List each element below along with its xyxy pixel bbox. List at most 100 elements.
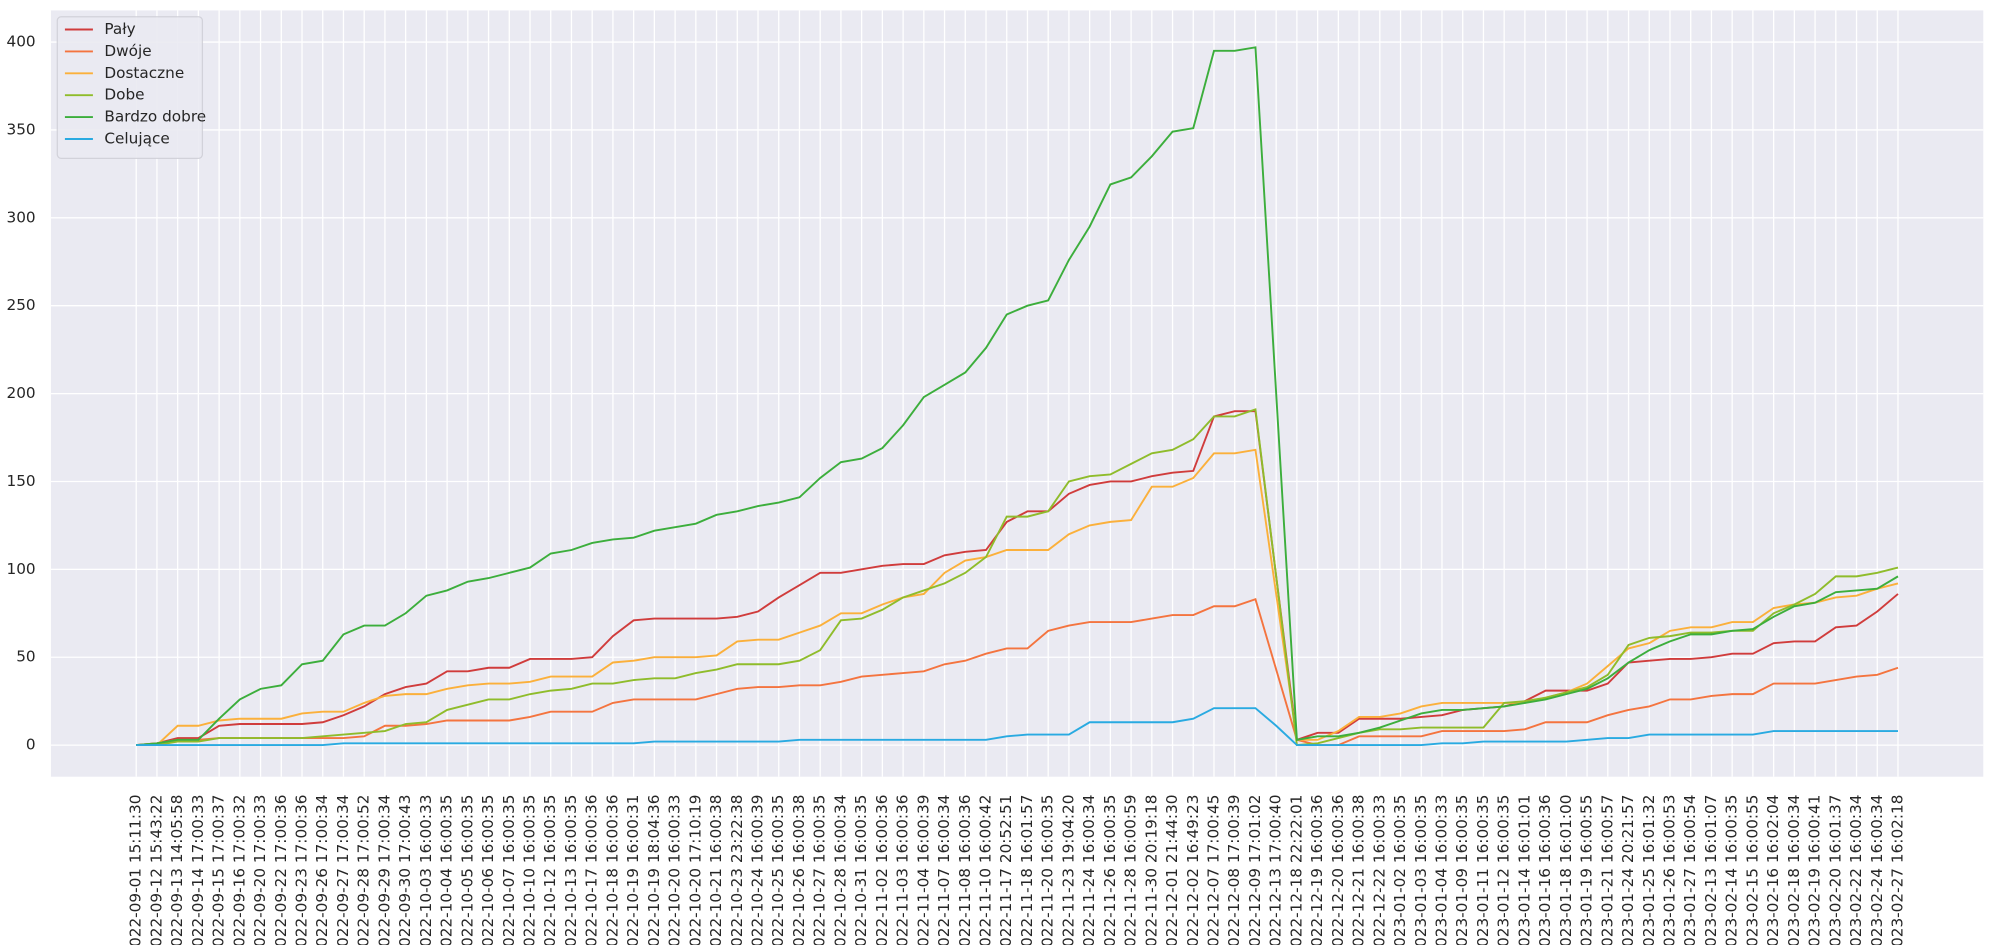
x-tick-label: 2022-10-24 16:00:39 [749, 795, 767, 945]
x-tick-label: 2022-12-07 17:00:45 [1204, 795, 1222, 945]
x-tick-label: 2022-10-07 16:00:35 [500, 795, 518, 945]
x-tick-label: 2023-02-16 16:02:04 [1764, 795, 1782, 945]
line-series [136, 597, 1899, 747]
x-tick-label: 2022-12-22 16:00:33 [1370, 795, 1388, 945]
x-tick-label: 2022-09-22 17:00:36 [272, 795, 290, 945]
x-tick-label: 2022-11-10 16:00:42 [977, 795, 995, 945]
x-tick-label: 2022-09-20 17:00:33 [251, 795, 269, 945]
x-tick-label: 2023-01-18 16:01:00 [1557, 795, 1575, 945]
x-tick-label: 2022-11-23 19:04:20 [1059, 795, 1077, 945]
x-tick-label: 2022-10-06 16:00:35 [479, 795, 497, 945]
x-tick-label: 2023-02-24 16:00:34 [1868, 795, 1886, 945]
x-tick-label: 2023-02-13 16:01:07 [1702, 795, 1720, 945]
x-tick-label: 2023-01-03 16:00:35 [1412, 795, 1430, 945]
x-tick-label: 2022-11-17 20:52:51 [997, 795, 1015, 945]
y-tick-label: 250 [7, 296, 36, 314]
x-tick-label: 2022-11-02 16:00:36 [873, 795, 891, 945]
x-tick-label: 2022-11-20 16:00:35 [1039, 795, 1057, 945]
x-tick-label: 2022-09-27 17:00:34 [334, 795, 352, 945]
x-tick-label: 2023-01-26 16:00:53 [1660, 795, 1678, 945]
legend-label: Dostaczne [104, 64, 184, 82]
line-series [136, 408, 1899, 747]
x-tick-label: 2023-02-19 16:00:41 [1806, 795, 1824, 945]
y-tick-label: 50 [16, 648, 35, 666]
x-tick-label: 2023-01-14 16:01:01 [1515, 795, 1533, 945]
x-tick-label: 2022-10-05 16:00:35 [458, 795, 476, 945]
x-tick-label: 2022-11-26 16:00:35 [1101, 795, 1119, 945]
x-tick-label: 2022-10-19 16:00:31 [624, 795, 642, 945]
x-tick-label: 2022-10-13 16:00:35 [562, 795, 580, 945]
x-tick-label: 2023-01-19 16:00:55 [1578, 795, 1596, 945]
x-tick-label: 2022-11-30 20:19:18 [1142, 795, 1160, 945]
x-tick-label: 2022-12-08 17:00:39 [1225, 795, 1243, 945]
legend-label: Dwóje [104, 42, 151, 60]
x-tick-label: 2022-12-13 17:00:40 [1267, 795, 1285, 945]
x-tick-label: 2023-01-11 16:00:35 [1474, 795, 1492, 945]
x-tick-label: 2022-09-13 14:05:58 [168, 795, 186, 945]
y-tick-label: 150 [7, 472, 36, 490]
x-tick-label: 2022-09-26 17:00:34 [313, 795, 331, 945]
y-tick-label: 200 [7, 384, 36, 402]
line-series [136, 448, 1899, 747]
x-tick-label: 2022-11-04 16:00:39 [914, 795, 932, 945]
y-tick-label: 350 [7, 120, 36, 138]
x-tick-label: 2023-02-20 16:01:37 [1826, 795, 1844, 945]
x-tick-label: 2022-12-20 16:00:36 [1329, 795, 1347, 945]
x-tick-label: 2022-10-27 16:00:35 [811, 795, 829, 945]
legend-label: Pały [104, 20, 135, 38]
legend-label: Bardzo dobre [104, 108, 206, 126]
x-tick-label: 2023-01-04 16:00:33 [1432, 795, 1450, 945]
x-tick-label: 2022-09-23 17:00:36 [293, 795, 311, 945]
legend-label: Dobe [104, 86, 144, 104]
legend-label: Celujące [104, 129, 169, 147]
x-tick-label: 2022-10-20 17:10:19 [686, 795, 704, 945]
x-tick-label: 2022-11-18 16:01:57 [1018, 795, 1036, 945]
x-tick-label: 2022-09-14 17:00:33 [189, 795, 207, 945]
x-tick-label: 2022-09-12 15:43:22 [147, 795, 165, 945]
x-tick-label: 2022-11-03 16:00:36 [894, 795, 912, 945]
x-tick-label: 2023-01-02 16:00:35 [1391, 795, 1409, 945]
legend: Pały Dwóje Dostaczne Dobe Bardzo dobre Celują… [56, 16, 206, 159]
y-tick-label: 0 [26, 736, 36, 754]
x-tick-label: 2023-02-14 16:00:35 [1723, 795, 1741, 945]
x-tick-label: 2023-01-27 16:00:54 [1681, 795, 1699, 945]
x-tick-label: 2023-02-18 16:00:34 [1785, 795, 1803, 945]
x-tick-label: 2022-10-25 16:00:35 [769, 795, 787, 945]
x-tick-label: 2023-02-15 16:00:55 [1743, 795, 1761, 945]
y-tick-label: 400 [7, 33, 36, 51]
x-tick-label: 2022-10-18 16:00:36 [603, 795, 621, 945]
x-tick-label: 2022-11-28 16:00:59 [1122, 795, 1140, 945]
x-tick-label: 2022-12-01 21:44:30 [1163, 795, 1181, 945]
x-tick-label: 2023-01-12 16:00:35 [1495, 795, 1513, 945]
x-tick-label: 2023-01-24 20:21:57 [1619, 795, 1637, 945]
x-tick-label: 2022-10-19 18:04:36 [645, 795, 663, 945]
x-tick-label: 2022-09-28 17:00:52 [355, 795, 373, 945]
x-tick-label: 2023-01-16 16:00:36 [1536, 795, 1554, 945]
x-tick-label: 2022-11-08 16:00:36 [956, 795, 974, 945]
x-tick-label: 2022-09-16 17:00:32 [230, 795, 248, 945]
x-tick-label: 2022-12-19 16:00:36 [1308, 795, 1326, 945]
x-tick-label: 2023-02-22 16:00:34 [1847, 795, 1865, 945]
legend-box [56, 16, 204, 159]
x-tick-label: 2022-10-31 16:00:35 [852, 795, 870, 945]
line-series [136, 46, 1899, 747]
x-tick-label: 2023-01-21 16:00:57 [1598, 795, 1616, 945]
line-series [136, 707, 1898, 747]
x-tick-label: 2023-01-25 16:01:32 [1640, 795, 1658, 945]
x-tick-label: 2022-10-23 23:22:38 [728, 795, 746, 945]
y-tick-label: 100 [7, 560, 36, 578]
x-tick-label: 2022-10-17 16:00:36 [583, 795, 601, 945]
y-tick-label: 300 [7, 208, 36, 226]
x-tick-label: 2023-01-09 16:00:35 [1453, 795, 1471, 945]
x-tick-label: 2022-10-12 16:00:35 [541, 795, 559, 945]
x-tick-label: 2022-10-03 16:00:33 [417, 795, 435, 945]
x-tick-label: 2022-10-20 16:00:33 [666, 795, 684, 945]
x-tick-label: 2022-10-10 16:00:35 [521, 795, 539, 945]
x-tick-label: 2022-09-01 15:11:30 [127, 795, 145, 945]
x-tick-label: 2022-12-21 16:00:38 [1350, 795, 1368, 945]
x-tick-label: 2022-09-30 17:00:43 [396, 795, 414, 945]
x-tick-label: 2022-12-02 16:49:23 [1184, 795, 1202, 945]
x-tick-label: 2022-12-09 17:01:02 [1246, 795, 1264, 945]
x-tick-label: 2022-10-21 16:00:38 [707, 795, 725, 945]
x-tick-label: 2022-09-15 17:00:37 [210, 795, 228, 945]
